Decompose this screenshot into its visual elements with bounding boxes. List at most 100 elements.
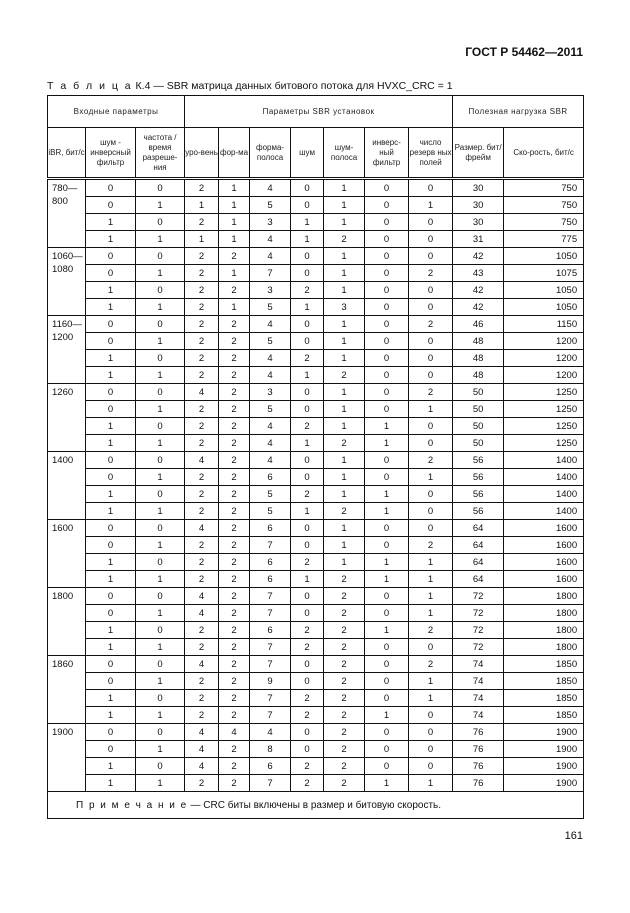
- table-cell: 2: [408, 655, 454, 673]
- table-cell: 2: [218, 349, 251, 367]
- table-cell: 4: [184, 723, 220, 741]
- table-cell: 0: [364, 451, 410, 469]
- table-row: 1 0 4 2 6 2 2 0 0 76 1900: [48, 757, 585, 775]
- table-cell: 0: [134, 757, 186, 775]
- table-cell: 1: [323, 536, 366, 554]
- note-label: П р и м е ч а н и е: [76, 799, 188, 811]
- table-cell: 1: [364, 502, 410, 520]
- table-cell: 1800: [503, 587, 585, 605]
- table-cell: 2: [290, 485, 325, 503]
- table-cell: 1: [323, 264, 366, 282]
- table-cell: 2: [218, 655, 251, 673]
- table-cell: 1: [184, 230, 220, 248]
- table-cell: 4: [249, 315, 292, 333]
- table-cell: 1: [364, 621, 410, 639]
- table-cell: 0: [290, 672, 325, 690]
- table-cell: 0: [364, 536, 410, 554]
- table-cell: 1250: [503, 417, 585, 435]
- table-cell: 0: [290, 178, 325, 197]
- table-cell: 0: [364, 230, 410, 248]
- table-note: П р и м е ч а н и е — CRC биты включены …: [46, 791, 585, 819]
- table-cell: 0: [364, 689, 410, 707]
- table-cell: 0: [290, 332, 325, 350]
- table-cell: 31: [452, 230, 505, 248]
- table-cell: 0: [134, 655, 186, 673]
- table-cell: 1: [323, 315, 366, 333]
- table-cell: 0: [364, 723, 410, 741]
- table-cell: 1: [290, 434, 325, 452]
- table-cell: 42: [452, 298, 505, 316]
- table-cell: 3: [249, 383, 292, 401]
- table-cell: 2: [408, 621, 454, 639]
- table-cell: 1200: [503, 332, 585, 350]
- table-cell: 72: [452, 587, 505, 605]
- table-row: 1160— 1200 0 0 2 2 4 0 1 0 2 46 1150: [47, 315, 585, 384]
- table-row: 1 0 2 2 6 2 2 1 2 72 1800: [48, 621, 585, 639]
- table-cell: 1800: [503, 604, 585, 622]
- table-cell: 1: [408, 774, 454, 792]
- table-cell: 0: [134, 383, 186, 401]
- table-cell: 1: [85, 434, 136, 452]
- table-cell: 0: [85, 247, 136, 265]
- table-row: 0 1 2 2 6 0 1 0 1 56 1400: [48, 468, 585, 486]
- table-cell: 5: [249, 485, 292, 503]
- table-cell: 2: [218, 689, 251, 707]
- table-cell: 1: [364, 485, 410, 503]
- table-cell: 5: [249, 196, 292, 214]
- table-cell: 1400: [503, 468, 585, 486]
- table-cell: 2: [184, 570, 220, 588]
- table-cell: 1: [134, 740, 186, 758]
- table-cell: 2: [290, 689, 325, 707]
- table-cell: 1: [85, 706, 136, 724]
- table-cell: 6: [249, 757, 292, 775]
- table-cell: 1: [323, 213, 366, 231]
- table-cell: 5: [249, 298, 292, 316]
- table-cell: 5: [249, 400, 292, 418]
- table-cell: 0: [408, 502, 454, 520]
- table-cell: 2: [218, 672, 251, 690]
- table-cell: 30: [452, 196, 505, 214]
- table-cell: 7: [249, 604, 292, 622]
- table-cell: 7: [249, 264, 292, 282]
- table-cell: 1: [323, 332, 366, 350]
- table-cell: 48: [452, 349, 505, 367]
- table-cell: 42: [452, 247, 505, 265]
- table-cell: 1: [290, 570, 325, 588]
- table-row: 1 0 2 2 3 2 1 0 0 42 1050: [48, 281, 585, 299]
- table-cell: 2: [218, 774, 251, 792]
- table-row: 1 1 2 1 5 1 3 0 0 42 1050: [48, 298, 585, 316]
- ibr-cell: 1600: [47, 519, 86, 588]
- table-cell: 1: [408, 689, 454, 707]
- table-cell: 4: [249, 230, 292, 248]
- table-cell: 0: [290, 451, 325, 469]
- table-cell: 1: [218, 178, 251, 197]
- table-row: 0 1 2 2 5 0 1 0 0 48 1200: [48, 332, 585, 350]
- table-row: 0 1 1 1 5 0 1 0 1 30 750: [48, 196, 585, 214]
- table-cell: 1: [134, 196, 186, 214]
- table-cell: 0: [364, 638, 410, 656]
- table-cell: 1: [134, 230, 186, 248]
- table-cell: 7: [249, 638, 292, 656]
- table-row: 0 1 2 1 7 0 1 0 2 43 1075: [48, 264, 585, 282]
- table-cell: 4: [184, 519, 220, 537]
- table-cell: 4: [249, 434, 292, 452]
- table-cell: 0: [85, 604, 136, 622]
- table-cell: 0: [85, 315, 136, 333]
- table-cell: 2: [184, 213, 220, 231]
- table-cell: 48: [452, 366, 505, 384]
- table-cell: 56: [452, 485, 505, 503]
- table-cell: 0: [85, 451, 136, 469]
- table-cell: 1: [408, 196, 454, 214]
- table-cell: 0: [364, 366, 410, 384]
- table-cell: 1250: [503, 434, 585, 452]
- ibr-cell: 1160— 1200: [47, 315, 86, 384]
- table-cell: 1: [85, 689, 136, 707]
- table-cell: 1: [85, 485, 136, 503]
- table-cell: 2: [184, 706, 220, 724]
- table-cell: 0: [364, 332, 410, 350]
- table-cell: 1: [408, 672, 454, 690]
- table-cell: 2: [218, 570, 251, 588]
- table-cell: 0: [85, 655, 136, 673]
- table-cell: 2: [323, 604, 366, 622]
- table-cell: 0: [364, 196, 410, 214]
